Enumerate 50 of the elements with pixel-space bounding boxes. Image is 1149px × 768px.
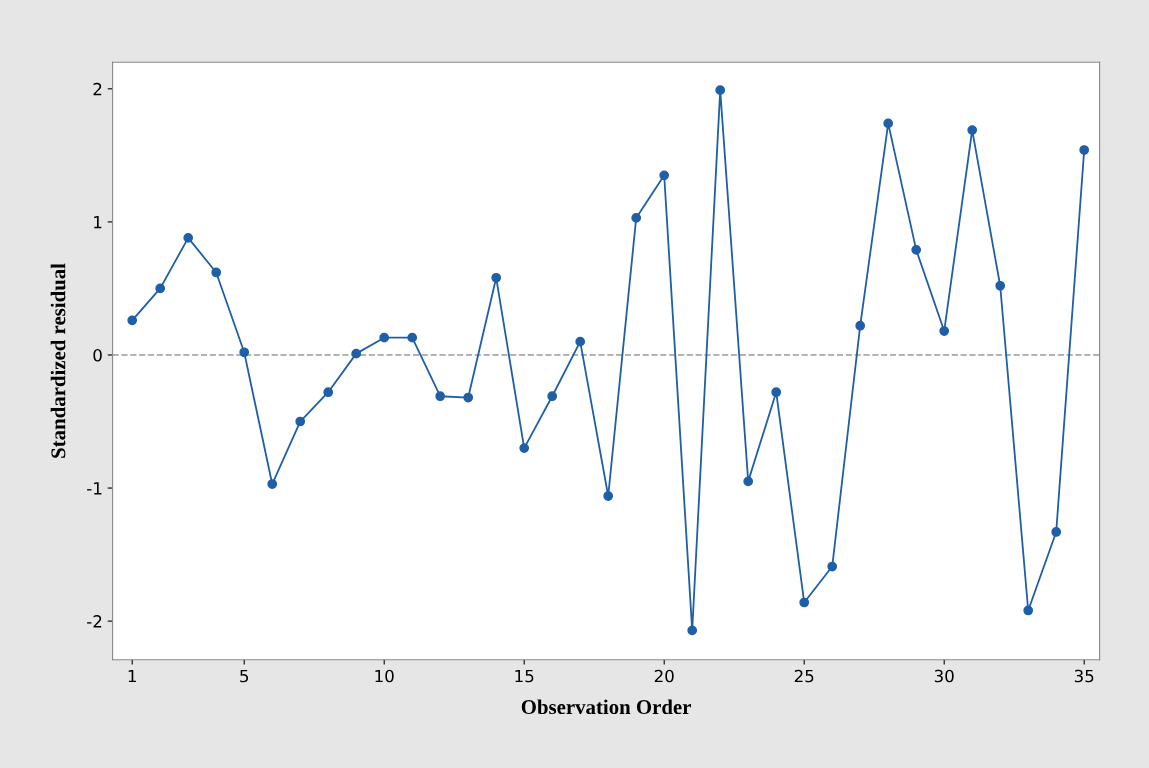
x-tick-label: 1 — [128, 669, 136, 683]
y-axis-title: Standardized residual — [50, 263, 66, 458]
x-tick-label: 30 — [934, 669, 954, 683]
x-tick-label: 20 — [654, 669, 674, 683]
point — [239, 347, 250, 358]
y-tick-label: 1 — [94, 216, 102, 229]
x-tick-label: 25 — [794, 669, 814, 683]
point — [603, 491, 614, 501]
point — [967, 125, 978, 135]
y-tick-label: -2 — [87, 615, 102, 628]
point — [267, 479, 278, 489]
point — [883, 118, 894, 129]
point — [771, 387, 782, 398]
point — [351, 348, 362, 359]
point — [631, 213, 642, 223]
point — [435, 391, 446, 402]
point — [827, 561, 838, 572]
point — [407, 332, 418, 343]
point — [183, 233, 194, 243]
point — [155, 283, 166, 294]
point — [855, 320, 866, 331]
point — [687, 625, 698, 636]
point — [323, 387, 334, 398]
point — [295, 416, 306, 427]
point — [519, 443, 530, 453]
y-tick-label: -1 — [87, 482, 102, 495]
point — [575, 336, 586, 347]
point — [939, 326, 950, 336]
point — [491, 272, 502, 283]
point — [127, 315, 138, 326]
point — [715, 85, 726, 96]
x-tick-label: 5 — [240, 669, 249, 683]
point — [547, 391, 558, 402]
point — [995, 280, 1006, 291]
point — [659, 170, 670, 181]
point — [211, 267, 222, 278]
point — [1079, 145, 1090, 155]
y-tick-label: 0 — [93, 348, 102, 362]
point — [1051, 527, 1062, 537]
point — [911, 244, 922, 255]
x-tick-label: 15 — [515, 669, 534, 683]
x-tick-label: 35 — [1074, 669, 1094, 683]
x-axis-title: Observation Order — [521, 699, 691, 715]
x-tick-label: 10 — [375, 669, 394, 683]
point — [463, 392, 474, 403]
y-tick-label: 2 — [93, 82, 102, 96]
point — [743, 476, 754, 487]
point — [799, 597, 810, 608]
point — [379, 332, 390, 343]
point — [1023, 605, 1034, 616]
